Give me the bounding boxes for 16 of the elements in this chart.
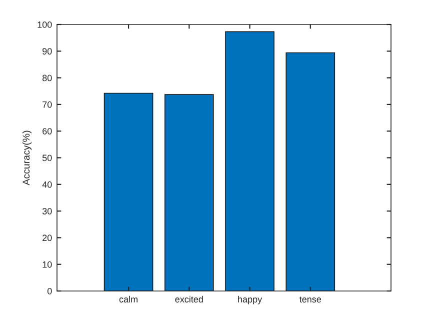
y-tick-label: 80	[42, 74, 52, 82]
y-tick-label: 40	[42, 181, 52, 188]
y-tick-label: 20	[42, 234, 52, 242]
y-tick-label: 0	[47, 288, 52, 294]
x-tick-label: tense	[299, 296, 322, 302]
y-tick-label: 50	[42, 154, 52, 162]
y-tick-label: 60	[42, 128, 52, 134]
x-tick-label: happy	[238, 296, 262, 304]
x-tick-label: calm	[119, 296, 138, 302]
y-axis-title: Accuracy(%)	[22, 130, 32, 186]
y-tick-label: 90	[42, 48, 52, 55]
y-tick-label: 100	[38, 21, 52, 28]
y-tick-label: 30	[42, 208, 52, 214]
y-tick-label: 10	[42, 261, 52, 268]
y-tick-label: 70	[42, 101, 52, 108]
x-tick-label: excited	[175, 296, 203, 302]
